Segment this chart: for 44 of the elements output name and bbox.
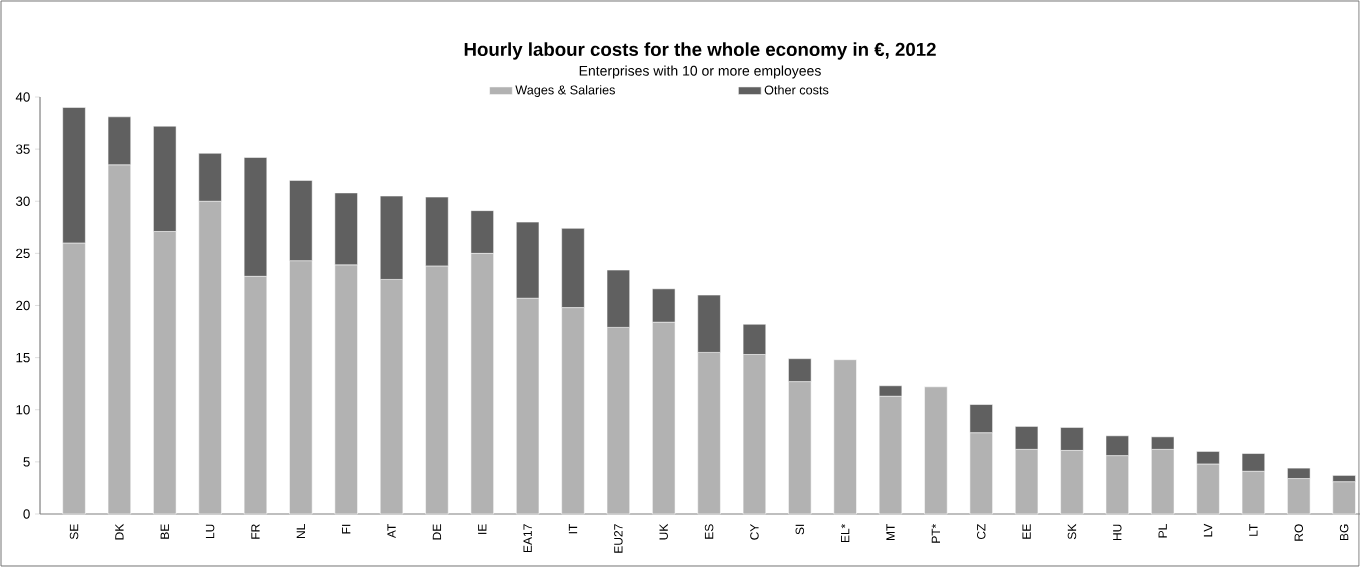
x-tick-label: EE: [1022, 524, 1031, 539]
x-tick-label: EU27: [614, 524, 623, 553]
x-tick-label: LT: [1249, 523, 1258, 536]
bar: [924, 386, 948, 515]
x-tick-label: AT: [387, 523, 396, 539]
x-tick-label: BE: [160, 524, 169, 539]
x-tick-label: LV: [1203, 523, 1213, 537]
x-tick-label: ES: [704, 524, 714, 539]
y-tick-label: 15: [16, 352, 30, 363]
y-tick-label: 40: [15, 92, 30, 102]
x-tick-label: RO: [1294, 524, 1304, 541]
x-tick-label: DE: [432, 524, 442, 540]
chart-subtitle: Enterprises with 10 or more employees: [579, 65, 821, 79]
x-tick-label: SK: [1067, 523, 1077, 540]
bar: [833, 359, 857, 515]
x-tick-label: IE: [478, 524, 487, 534]
chart-title: Hourly labour costs for the whole economy in €, 2012: [464, 42, 936, 60]
x-tick-label: EL*: [841, 523, 850, 543]
x-tick-label: MT: [886, 523, 895, 541]
x-tick-label: CY: [750, 523, 759, 540]
x-tick-label: LU: [205, 524, 215, 539]
y-tick-label: 35: [15, 144, 30, 154]
x-tick-label: SE: [69, 524, 79, 540]
y-tick-label: 10: [16, 405, 30, 415]
y-tick-label: 5: [23, 457, 30, 467]
y-tick-label: 30: [15, 196, 30, 206]
x-tick-label: SI: [795, 524, 805, 535]
y-tick-label: 25: [16, 248, 30, 259]
x-tick-label: IT: [568, 523, 578, 534]
legend-label: Wages & Salaries: [515, 85, 615, 97]
x-tick-label: PL: [1158, 524, 1167, 538]
x-tick-label: BG: [1339, 524, 1349, 541]
y-tick-label: 20: [16, 300, 30, 311]
x-tick-label: CZ: [976, 524, 986, 540]
x-tick-label: UK: [659, 523, 668, 540]
x-tick-label: FI: [342, 524, 351, 534]
x-tick-label: HU: [1113, 524, 1122, 541]
x-tick-label: PT*: [931, 523, 941, 543]
legend-label: Other costs: [764, 85, 829, 95]
x-tick-label: NL: [296, 524, 305, 539]
x-tick-label: DK: [115, 523, 124, 540]
y-tick-label: 0: [23, 509, 30, 519]
x-tick-label: EA17: [523, 524, 532, 553]
x-tick-label: FR: [251, 524, 260, 539]
